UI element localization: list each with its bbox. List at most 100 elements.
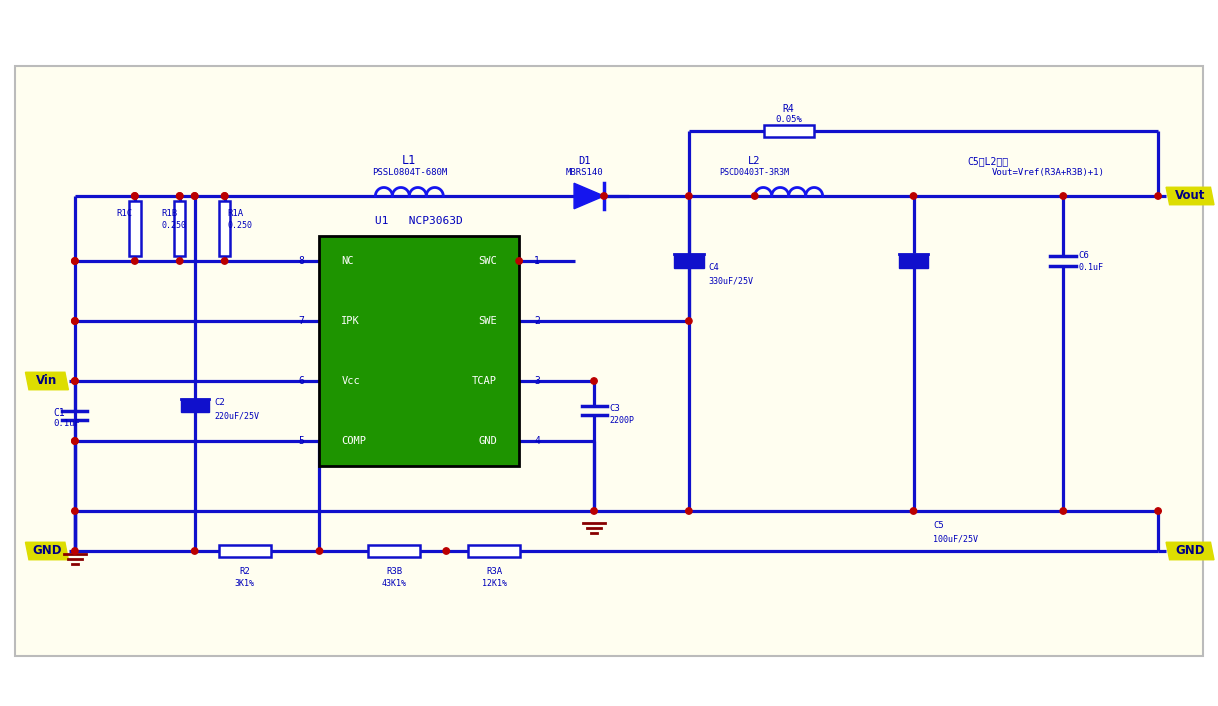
Circle shape <box>191 548 197 554</box>
Bar <box>319 236 519 466</box>
Text: Vcc: Vcc <box>341 376 361 386</box>
Circle shape <box>132 193 138 199</box>
Circle shape <box>686 318 692 324</box>
Bar <box>219 545 270 557</box>
Circle shape <box>686 193 692 199</box>
Circle shape <box>600 193 608 199</box>
Circle shape <box>72 258 78 264</box>
Text: Vin: Vin <box>37 374 57 388</box>
Text: Vout: Vout <box>1175 189 1206 203</box>
Text: GND: GND <box>1175 544 1205 558</box>
Bar <box>468 545 520 557</box>
Circle shape <box>72 318 78 324</box>
Circle shape <box>222 193 228 199</box>
Text: 3: 3 <box>535 376 540 386</box>
Text: SWC: SWC <box>479 256 497 266</box>
Bar <box>899 254 928 268</box>
Circle shape <box>1060 193 1067 199</box>
Text: C2: C2 <box>214 398 225 407</box>
Text: NC: NC <box>341 256 354 266</box>
Circle shape <box>910 193 917 199</box>
Bar <box>174 201 185 256</box>
Text: C3: C3 <box>609 405 620 414</box>
Circle shape <box>222 193 228 199</box>
Circle shape <box>72 258 78 264</box>
Text: Vout=Vref(R3A+R3B)+1): Vout=Vref(R3A+R3B)+1) <box>991 169 1105 177</box>
Circle shape <box>72 378 78 384</box>
Polygon shape <box>1166 187 1214 205</box>
Text: R2: R2 <box>239 566 250 575</box>
Circle shape <box>132 258 138 264</box>
Text: R4: R4 <box>783 104 794 114</box>
Circle shape <box>222 258 228 264</box>
Circle shape <box>72 318 78 324</box>
Text: R1B: R1B <box>162 210 178 218</box>
Text: 7: 7 <box>298 316 304 326</box>
Text: 6: 6 <box>298 376 304 386</box>
Circle shape <box>686 508 692 514</box>
Text: 0.250: 0.250 <box>162 222 186 230</box>
Circle shape <box>72 548 78 554</box>
Circle shape <box>1155 508 1161 514</box>
Text: C5、L2可选: C5、L2可选 <box>968 156 1009 166</box>
Circle shape <box>516 258 523 264</box>
Bar <box>368 545 420 557</box>
Circle shape <box>177 193 183 199</box>
Text: R1A: R1A <box>228 210 244 218</box>
Bar <box>15 66 1203 656</box>
Circle shape <box>752 193 758 199</box>
Text: SWE: SWE <box>479 316 497 326</box>
Circle shape <box>72 438 78 444</box>
Text: C5: C5 <box>933 522 944 530</box>
Text: IPK: IPK <box>341 316 361 326</box>
Text: TCAP: TCAP <box>473 376 497 386</box>
Text: 8: 8 <box>298 256 304 266</box>
Circle shape <box>177 258 183 264</box>
Text: U1   NCP3063D: U1 NCP3063D <box>375 216 463 226</box>
Text: MBRS140: MBRS140 <box>565 169 603 177</box>
Circle shape <box>591 508 597 514</box>
Text: R1C: R1C <box>117 210 133 218</box>
Text: C1: C1 <box>52 408 65 418</box>
Circle shape <box>191 193 197 199</box>
Bar <box>764 125 814 137</box>
Text: PSSL0804T-680M: PSSL0804T-680M <box>371 169 447 177</box>
Bar <box>129 201 140 256</box>
Circle shape <box>910 508 917 514</box>
Circle shape <box>132 193 138 199</box>
Polygon shape <box>26 372 68 390</box>
Text: C4: C4 <box>709 263 720 273</box>
Bar <box>180 400 208 412</box>
Text: 1: 1 <box>535 256 540 266</box>
Bar <box>219 201 230 256</box>
Text: GND: GND <box>479 436 497 446</box>
Text: D1: D1 <box>577 156 591 166</box>
Text: GND: GND <box>32 544 62 558</box>
Text: 100uF/25V: 100uF/25V <box>933 534 978 544</box>
Circle shape <box>317 548 323 554</box>
Polygon shape <box>574 184 604 209</box>
Circle shape <box>177 193 183 199</box>
Text: 3K1%: 3K1% <box>235 578 255 587</box>
Text: R3A: R3A <box>486 566 502 575</box>
Circle shape <box>1060 508 1067 514</box>
Text: 2200P: 2200P <box>609 417 635 426</box>
Circle shape <box>191 193 197 199</box>
Text: 5: 5 <box>298 436 304 446</box>
Text: 0.250: 0.250 <box>228 222 252 230</box>
Text: 2: 2 <box>535 316 540 326</box>
Text: R3B: R3B <box>386 566 402 575</box>
Text: 0.1uF: 0.1uF <box>52 419 80 429</box>
Circle shape <box>1155 193 1161 199</box>
Text: 43K1%: 43K1% <box>382 578 407 587</box>
Text: COMP: COMP <box>341 436 367 446</box>
Text: 220uF/25V: 220uF/25V <box>214 412 259 421</box>
Text: 4: 4 <box>535 436 540 446</box>
Text: 0.05%: 0.05% <box>776 116 803 124</box>
Text: 12K1%: 12K1% <box>481 578 507 587</box>
Text: 0.1uF: 0.1uF <box>1078 263 1104 273</box>
Circle shape <box>591 378 597 384</box>
Text: 330uF/25V: 330uF/25V <box>709 277 754 285</box>
Circle shape <box>72 378 78 384</box>
Polygon shape <box>1166 542 1214 560</box>
